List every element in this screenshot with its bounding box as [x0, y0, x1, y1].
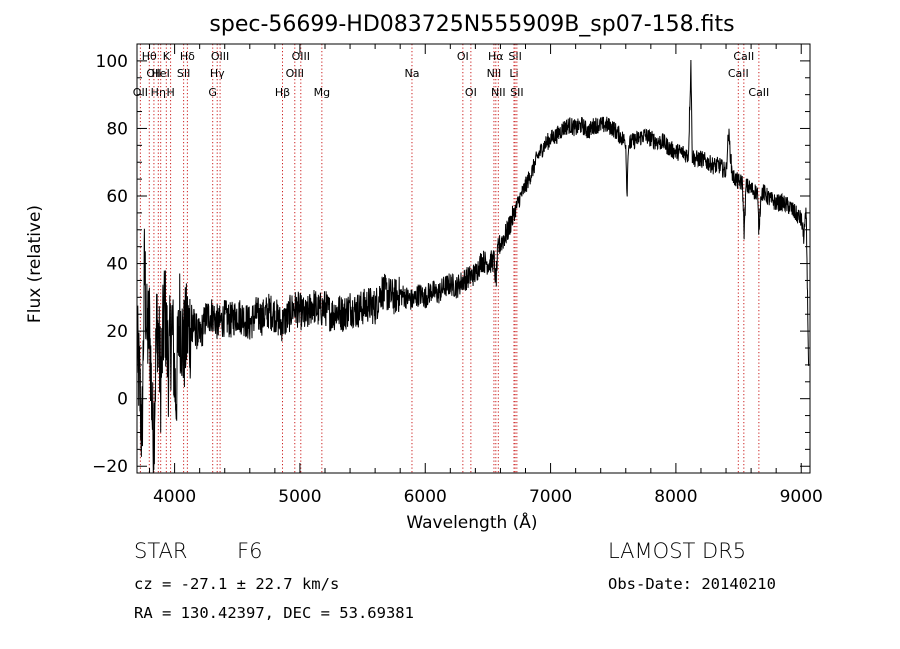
y-tick-label: 40	[106, 255, 128, 275]
line-marker-label: K	[163, 50, 171, 63]
line-marker-label: OIII	[286, 67, 304, 80]
plot-area: OIIHθOIIHηHeIKHSIIHδGHγOIIIHβOIIIOIIIMgN…	[92, 43, 823, 507]
y-tick-label: 20	[106, 322, 128, 342]
line-marker-label: SII	[177, 67, 190, 80]
line-marker-label: Hδ	[180, 50, 195, 63]
x-tick-label: 9000	[780, 487, 823, 507]
redshift-text: cz = -27.1 ± 22.7 km/s	[134, 575, 340, 593]
x-tick-label: 4000	[153, 487, 196, 507]
line-marker-label: CaII	[748, 86, 769, 99]
line-marker-label: Na	[404, 67, 419, 80]
line-marker-label: H	[166, 86, 174, 99]
x-tick-label: 5000	[278, 487, 321, 507]
x-tick-label: 8000	[654, 487, 697, 507]
y-tick-label: 100	[96, 52, 128, 72]
line-marker-label: OII	[146, 67, 161, 80]
survey-label: LAMOST DR5	[608, 539, 747, 563]
line-marker-label: OIII	[211, 50, 229, 63]
line-marker-label: OII	[133, 86, 148, 99]
coordinates: RA = 130.42397, DEC = 53.69381	[134, 604, 414, 622]
x-axis-label: Wavelength (Å)	[406, 511, 537, 533]
line-marker-label: Mg	[314, 86, 330, 99]
line-marker-label: Hα	[488, 50, 504, 63]
line-marker-label: Hη	[151, 86, 166, 99]
line-marker-label: Hγ	[210, 67, 225, 80]
y-tick-label: 60	[106, 187, 128, 207]
subclass: F6	[237, 539, 263, 563]
line-marker-label: OI	[457, 50, 469, 63]
chart-title: spec-56699-HD083725N555909B_sp07-158.fit…	[209, 12, 734, 37]
line-marker-label: SII	[510, 86, 523, 99]
line-marker-label: OIII	[292, 50, 310, 63]
line-marker-label: NII	[491, 86, 506, 99]
plot-frame	[136, 43, 811, 474]
line-marker-label: G	[208, 86, 217, 99]
spectrum-line	[136, 59, 810, 474]
line-marker-label: CaII	[728, 67, 749, 80]
y-tick-label: 80	[106, 119, 128, 139]
line-marker-label: Hβ	[275, 86, 290, 99]
line-marker-label: HeI	[152, 67, 170, 80]
line-marker-label: OI	[465, 86, 477, 99]
line-marker-label: NII	[487, 67, 502, 80]
x-tick-label: 6000	[404, 487, 447, 507]
line-marker-label: SII	[508, 50, 521, 63]
x-tick-label: 7000	[529, 487, 572, 507]
y-tick-label: 0	[117, 390, 128, 410]
y-tick-label: −20	[92, 457, 128, 477]
y-axis-label: Flux (relative)	[25, 205, 45, 323]
obs-date: Obs-Date: 20140210	[608, 575, 776, 593]
line-marker-label: Li	[509, 67, 518, 80]
line-marker-label: CaII	[733, 50, 754, 63]
line-marker-label: Hθ	[142, 50, 157, 63]
object-class: STAR	[134, 539, 188, 563]
